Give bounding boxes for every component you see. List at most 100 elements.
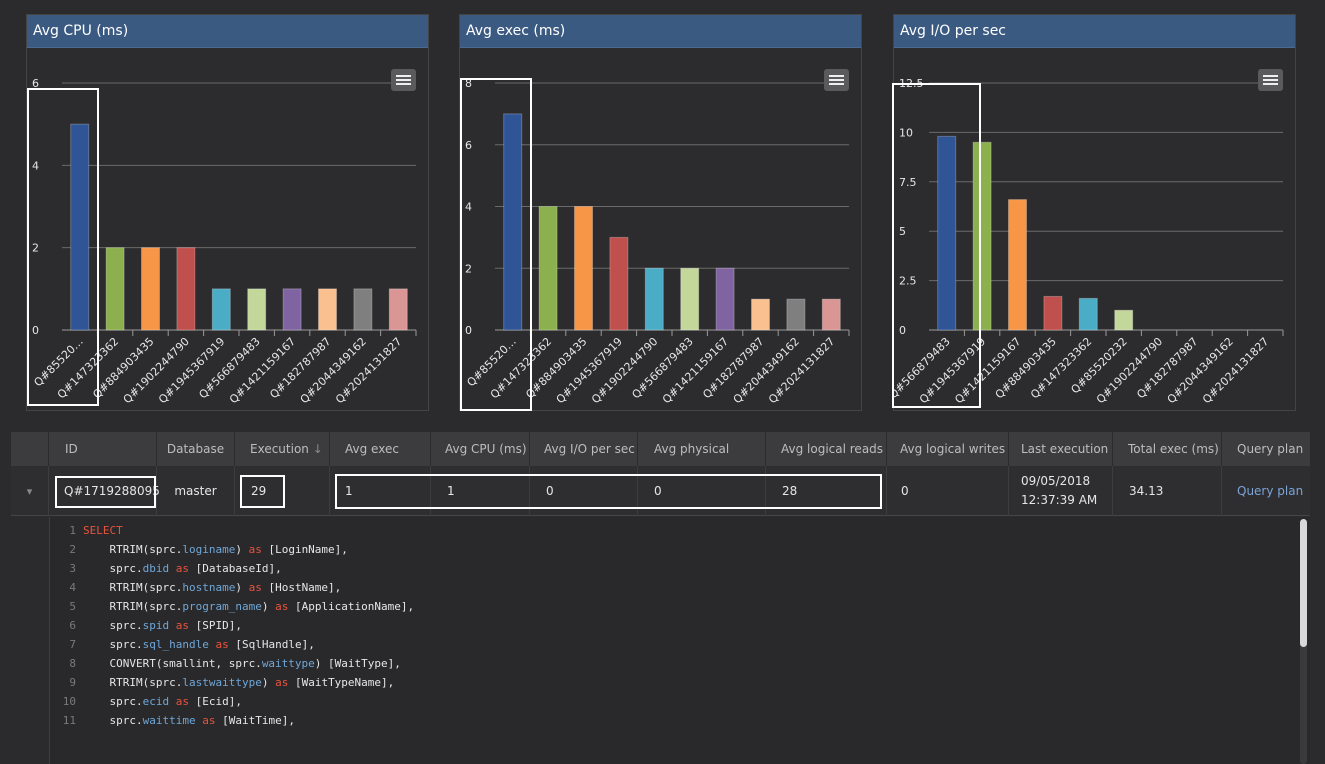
total-exec-cell: 34.13 bbox=[1113, 466, 1222, 516]
y-tick-label: 10 bbox=[899, 126, 913, 139]
x-tick-label: Q#2024131827 bbox=[1200, 335, 1271, 406]
line-number: 9 bbox=[69, 676, 76, 689]
column-header-database[interactable]: Database bbox=[157, 432, 235, 466]
bar bbox=[1043, 295, 1063, 331]
code-text: RTRIM(sprc.program_name) as [Application… bbox=[83, 600, 415, 613]
code-text: CONVERT(smallint, sprc.waittype) [WaitTy… bbox=[83, 657, 401, 670]
bar bbox=[644, 267, 664, 331]
bar-chart-avg-cpu: 0246Q#85520…Q#147323362Q#884903435Q#1902… bbox=[31, 77, 417, 406]
y-tick-label: 6 bbox=[465, 139, 472, 152]
column-header-avg-exec[interactable]: Avg exec (ms) bbox=[330, 432, 431, 490]
y-tick-label: 7.5 bbox=[899, 176, 917, 189]
table-row[interactable]: ▾ Q#1719288095 master 29 1 1 0 0 28 0 09… bbox=[11, 466, 1310, 516]
bar bbox=[353, 288, 373, 331]
last-execution-date: 09/05/2018 bbox=[1021, 474, 1091, 488]
query-stats-table: ID Database Execution ↓ Avg exec (ms) Av… bbox=[11, 432, 1310, 764]
line-number: 2 bbox=[69, 543, 76, 556]
avg-exec-cell: 1 bbox=[330, 466, 431, 516]
column-header-label: Execution bbox=[250, 442, 309, 456]
bar bbox=[176, 247, 196, 331]
column-header-avg-physical-reads[interactable]: Avg physical reads bbox=[638, 432, 766, 490]
code-scrollbar[interactable] bbox=[1300, 519, 1307, 764]
line-number: 5 bbox=[69, 600, 76, 613]
line-number: 7 bbox=[69, 638, 76, 651]
x-tick-label: Q#182787987 bbox=[1134, 335, 1200, 401]
bar bbox=[609, 236, 629, 331]
x-tick-label: Q#884903435 bbox=[90, 335, 156, 401]
line-number: 11 bbox=[62, 714, 76, 727]
y-tick-label: 12.5 bbox=[899, 77, 924, 90]
bar bbox=[105, 247, 125, 331]
chart-menu-icon[interactable] bbox=[1258, 69, 1283, 91]
x-tick-label: Q#182787987 bbox=[700, 335, 766, 401]
column-header-total-exec[interactable]: Total exec (ms) bbox=[1113, 432, 1222, 466]
column-header-execution[interactable]: Execution ↓ bbox=[235, 432, 330, 466]
bar bbox=[574, 206, 593, 331]
column-header-id[interactable]: ID bbox=[49, 432, 157, 466]
y-tick-label: 4 bbox=[465, 201, 472, 214]
line-number: 6 bbox=[69, 619, 76, 632]
query-plan-cell: Query plan bbox=[1222, 466, 1310, 516]
query-plan-link[interactable]: Query plan bbox=[1237, 484, 1304, 498]
bar-chart-avg-io: 02.557.51012.5Q#566879483Q#1945367919Q#1… bbox=[894, 77, 1284, 406]
code-text: sprc.sql_handle as [SqlHandle], bbox=[83, 638, 315, 651]
bar bbox=[388, 288, 408, 331]
bar bbox=[786, 298, 806, 331]
bar-chart-avg-exec: 02468Q#85520…Q#147323362Q#884903435Q#194… bbox=[464, 77, 850, 406]
column-header-last-execution[interactable]: Last execution bbox=[1009, 432, 1113, 466]
bar bbox=[715, 267, 735, 331]
line-number: 3 bbox=[69, 562, 76, 575]
scrollbar-thumb[interactable] bbox=[1300, 519, 1307, 647]
chart-panel-avg-exec: Avg exec (ms) 0 2 4 6 8 Q#85520… Q#147323362 Q#… bbox=[459, 14, 862, 411]
bar bbox=[937, 135, 957, 331]
bar bbox=[141, 247, 160, 331]
x-tick-label: Q#884903435 bbox=[993, 335, 1059, 401]
y-tick-label: 4 bbox=[32, 159, 39, 172]
bar bbox=[1008, 199, 1027, 331]
table-header: ID Database Execution ↓ Avg exec (ms) Av… bbox=[11, 432, 1310, 490]
chart-menu-icon[interactable] bbox=[824, 69, 849, 91]
column-header-avg-cpu[interactable]: Avg CPU (ms) bbox=[431, 432, 530, 466]
avg-io-cell: 0 bbox=[530, 466, 638, 516]
x-tick-label: Q#2024131827 bbox=[766, 335, 837, 406]
code-text: sprc.dbid as [DatabaseId], bbox=[83, 562, 282, 575]
x-tick-label: Q#566879483 bbox=[196, 335, 262, 401]
avg-logical-writes-cell: 0 bbox=[887, 466, 1009, 516]
query-id-cell: Q#1719288095 bbox=[49, 466, 160, 516]
code-text: sprc.ecid as [Ecid], bbox=[83, 695, 242, 708]
column-header-avg-logical-reads[interactable]: Avg logical reads bbox=[766, 432, 887, 466]
y-tick-label: 6 bbox=[32, 77, 39, 90]
query-code-viewer[interactable]: 1 SELECT 2 RTRIM(sprc.loginame) as [LoginN… bbox=[49, 517, 1310, 764]
bar bbox=[680, 267, 700, 331]
sort-down-icon: ↓ bbox=[312, 442, 323, 456]
y-tick-label: 2 bbox=[32, 242, 39, 255]
column-header-avg-io[interactable]: Avg I/O per sec bbox=[530, 432, 638, 466]
bar bbox=[318, 288, 337, 331]
code-text: SELECT bbox=[83, 524, 123, 537]
x-tick-label: Q#182787987 bbox=[267, 335, 333, 401]
column-header-query-plan[interactable]: Query plan bbox=[1237, 442, 1304, 456]
avg-logical-reads-cell: 28 bbox=[766, 466, 887, 516]
panel-title: Avg I/O per sec bbox=[894, 15, 1295, 48]
bar bbox=[211, 288, 231, 331]
panel-title: Avg exec (ms) bbox=[460, 15, 861, 48]
x-tick-label: Q#566879483 bbox=[629, 335, 695, 401]
code-text: RTRIM(sprc.hostname) as [HostName], bbox=[83, 581, 342, 594]
expand-row-icon[interactable]: ▾ bbox=[11, 466, 49, 516]
chart-menu-icon[interactable] bbox=[391, 69, 416, 91]
avg-physical-reads-cell: 0 bbox=[638, 466, 766, 516]
bar bbox=[1078, 297, 1098, 331]
bar bbox=[821, 298, 841, 331]
y-tick-label: 8 bbox=[465, 77, 472, 90]
code-text: RTRIM(sprc.loginame) as [LoginName], bbox=[83, 543, 348, 556]
execution-cell: 29 bbox=[235, 466, 330, 516]
bar bbox=[282, 288, 302, 331]
bar bbox=[70, 123, 90, 331]
database-cell: master bbox=[157, 466, 235, 516]
column-header-avg-logical-writes[interactable]: Avg logical writes bbox=[887, 432, 1009, 466]
x-tick-label: Q#147323362 bbox=[1028, 335, 1094, 401]
last-execution-cell: 09/05/2018 12:37:39 AM bbox=[1009, 466, 1113, 516]
chart-panel-avg-cpu: Avg CPU (ms) 0 2 4 6 Q#85520… Q#147323362 Q#88… bbox=[26, 14, 429, 411]
bar bbox=[538, 206, 558, 331]
panel-title: Avg CPU (ms) bbox=[27, 15, 428, 48]
